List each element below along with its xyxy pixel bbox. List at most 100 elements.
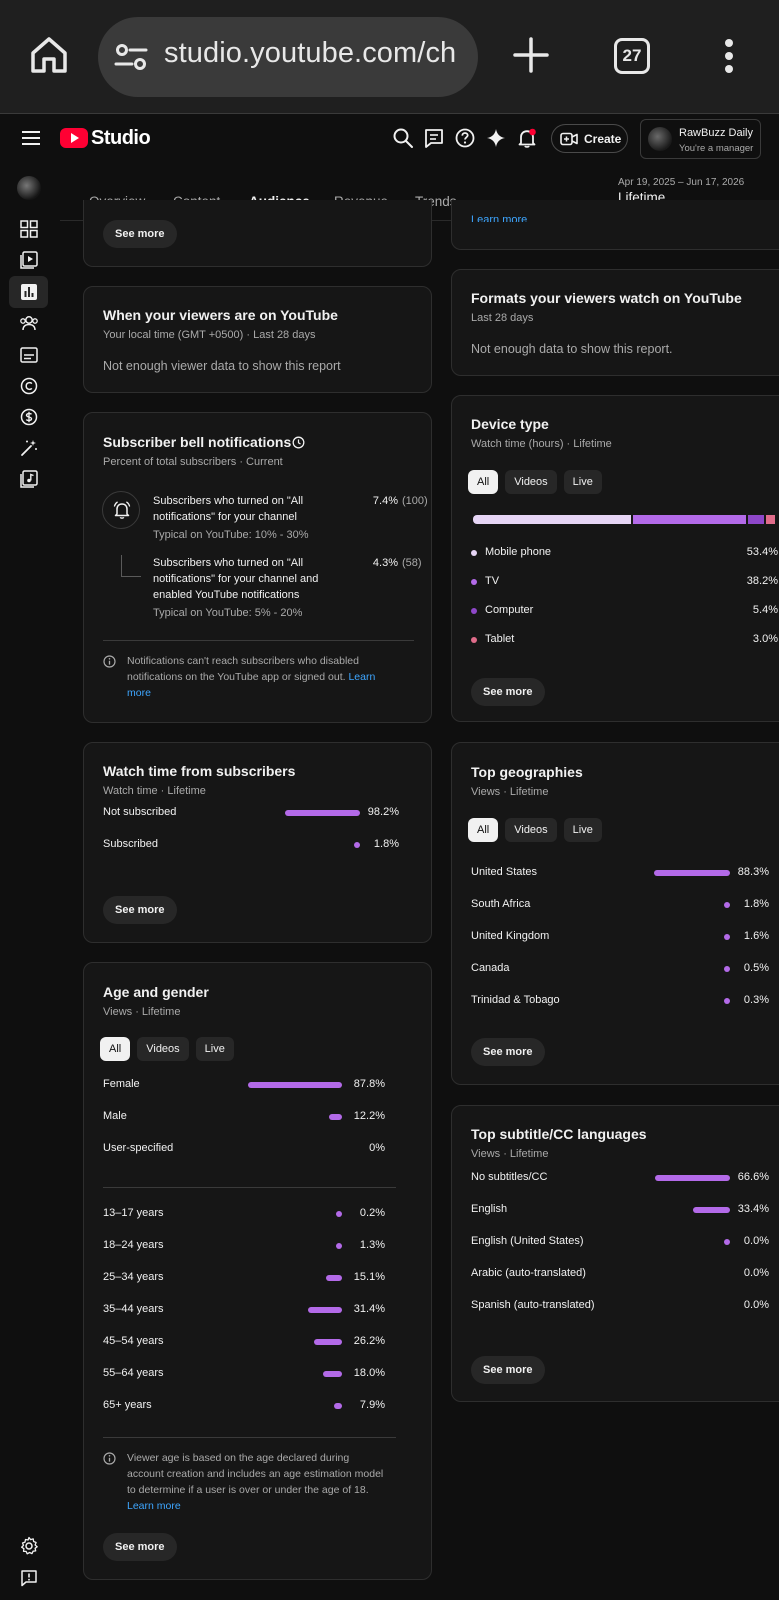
chip-videos[interactable]: Videos bbox=[505, 470, 557, 494]
send-feedback-icon[interactable] bbox=[17, 1566, 41, 1590]
device-value: 5.4% bbox=[752, 604, 778, 616]
see-more-button[interactable]: See more bbox=[103, 896, 177, 924]
bell-icon-badge bbox=[102, 491, 140, 529]
help-icon[interactable] bbox=[454, 127, 476, 149]
clock-icon bbox=[292, 436, 305, 449]
row-bar bbox=[308, 1307, 342, 1313]
chip-live[interactable]: Live bbox=[563, 818, 602, 842]
card-subtitle: Percent of total subscribers · Current bbox=[103, 456, 283, 468]
learn-more-link[interactable]: Learn more bbox=[471, 214, 528, 222]
feedback-icon[interactable] bbox=[423, 127, 445, 149]
copyright-icon[interactable] bbox=[17, 374, 41, 398]
card-title: When your viewers are on YouTube bbox=[103, 307, 338, 323]
row-value: 0.2% bbox=[359, 1207, 385, 1219]
site-settings-icon[interactable] bbox=[114, 41, 148, 73]
row-dot bbox=[336, 1211, 342, 1217]
bell-count: (100) bbox=[402, 495, 428, 507]
device-value: 53.4% bbox=[746, 546, 778, 558]
chip-all[interactable]: All bbox=[100, 1037, 131, 1061]
see-more-button[interactable]: See more bbox=[103, 1533, 177, 1561]
row-value: 7.9% bbox=[359, 1399, 385, 1411]
row-label: Canada bbox=[471, 962, 510, 974]
card-subtitle: Views · Lifetime bbox=[471, 786, 549, 798]
create-button[interactable]: Create bbox=[551, 124, 628, 153]
youtube-play-icon bbox=[60, 128, 88, 148]
see-more-button[interactable]: See more bbox=[103, 220, 177, 248]
home-icon[interactable] bbox=[28, 34, 70, 76]
chip-live[interactable]: Live bbox=[563, 470, 602, 494]
studio-logo[interactable]: Studio bbox=[60, 125, 151, 151]
sparkle-icon[interactable] bbox=[485, 127, 507, 149]
card-title: Top subtitle/CC languages bbox=[471, 1126, 647, 1142]
bell-count: (58) bbox=[402, 557, 422, 569]
learn-more-link[interactable]: Learn more bbox=[127, 1500, 181, 1512]
earn-icon[interactable] bbox=[17, 405, 41, 429]
row-bar bbox=[328, 1114, 342, 1120]
see-more-button[interactable]: See more bbox=[471, 678, 545, 706]
learn-more-link[interactable]: Learn more bbox=[127, 671, 376, 699]
settings-icon[interactable] bbox=[17, 1534, 41, 1558]
row-bar bbox=[325, 1275, 342, 1281]
row-bar bbox=[692, 1207, 730, 1213]
see-more-button[interactable]: See more bbox=[471, 1038, 545, 1066]
see-more-button[interactable]: See more bbox=[471, 1356, 545, 1384]
notifications-icon[interactable] bbox=[516, 127, 538, 149]
row-value: 1.8% bbox=[743, 898, 769, 910]
chip-all[interactable]: All bbox=[468, 470, 499, 494]
new-tab-icon[interactable] bbox=[512, 36, 550, 74]
row-label: 13–17 years bbox=[103, 1207, 164, 1219]
bell-icon bbox=[113, 501, 131, 519]
previous-card: See more bbox=[83, 200, 432, 267]
more-vert-icon[interactable] bbox=[722, 38, 736, 74]
account-role: You're a manager bbox=[679, 143, 754, 154]
content-icon[interactable] bbox=[17, 248, 41, 272]
audio-library-icon[interactable] bbox=[17, 467, 41, 491]
row-value: 1.8% bbox=[373, 838, 399, 850]
card-subtitle: Watch time (hours) · Lifetime bbox=[471, 438, 612, 450]
row-label: Female bbox=[103, 1078, 140, 1090]
row-value: 18.0% bbox=[353, 1367, 385, 1379]
customization-icon[interactable] bbox=[17, 436, 41, 460]
row-dot bbox=[724, 1239, 730, 1245]
age-info-text: Viewer age is based on the age declared … bbox=[127, 1452, 384, 1512]
row-value: 88.3% bbox=[737, 866, 769, 878]
watch-time-subscribers-card: Watch time from subscribers Watch time ·… bbox=[83, 742, 432, 943]
row-value: 15.1% bbox=[353, 1271, 385, 1283]
chip-videos[interactable]: Videos bbox=[505, 818, 557, 842]
row-dot bbox=[354, 842, 360, 848]
device-bar-segment[interactable] bbox=[633, 515, 747, 524]
dashboard-icon[interactable] bbox=[17, 217, 41, 241]
row-value: 31.4% bbox=[353, 1303, 385, 1315]
community-icon[interactable] bbox=[17, 311, 41, 335]
tab-switcher-button[interactable]: 27 bbox=[614, 38, 650, 74]
address-bar[interactable]: studio.youtube.com/ch bbox=[98, 17, 478, 97]
menu-icon[interactable] bbox=[22, 130, 40, 146]
row-label: Male bbox=[103, 1110, 127, 1122]
device-label: Mobile phone bbox=[485, 546, 552, 558]
row-bar bbox=[285, 810, 360, 816]
analytics-icon[interactable] bbox=[17, 280, 41, 304]
empty-state-text: Not enough data to show this report. bbox=[471, 342, 673, 356]
row-value: 12.2% bbox=[353, 1110, 385, 1122]
legend-dot bbox=[471, 637, 477, 643]
device-bar-segment[interactable] bbox=[766, 515, 775, 524]
empty-state-text: Not enough viewer data to show this repo… bbox=[103, 359, 341, 373]
device-bar-segment[interactable] bbox=[473, 515, 632, 524]
row-value: 87.8% bbox=[353, 1078, 385, 1090]
legend-dot bbox=[471, 550, 477, 556]
date-range[interactable]: Apr 19, 2025 – Jun 17, 2026 bbox=[618, 177, 745, 188]
chip-live[interactable]: Live bbox=[195, 1037, 234, 1061]
filter-chips: All Videos Live bbox=[468, 470, 609, 494]
top-geographies-card: Top geographies Views · Lifetime All Vid… bbox=[451, 742, 779, 1085]
channel-avatar[interactable] bbox=[17, 176, 41, 200]
age-gender-card: Age and gender Views · Lifetime All Vide… bbox=[83, 962, 432, 1580]
device-bar-segment[interactable] bbox=[748, 515, 765, 524]
chip-videos[interactable]: Videos bbox=[137, 1037, 189, 1061]
row-value: 0.3% bbox=[743, 994, 769, 1006]
row-dot bbox=[724, 998, 730, 1004]
search-icon[interactable] bbox=[392, 127, 414, 149]
chip-all[interactable]: All bbox=[468, 818, 499, 842]
subtitles-icon[interactable] bbox=[17, 343, 41, 367]
divider bbox=[103, 1187, 396, 1188]
account-switcher[interactable]: RawBuzz Daily You're a manager bbox=[640, 119, 761, 159]
